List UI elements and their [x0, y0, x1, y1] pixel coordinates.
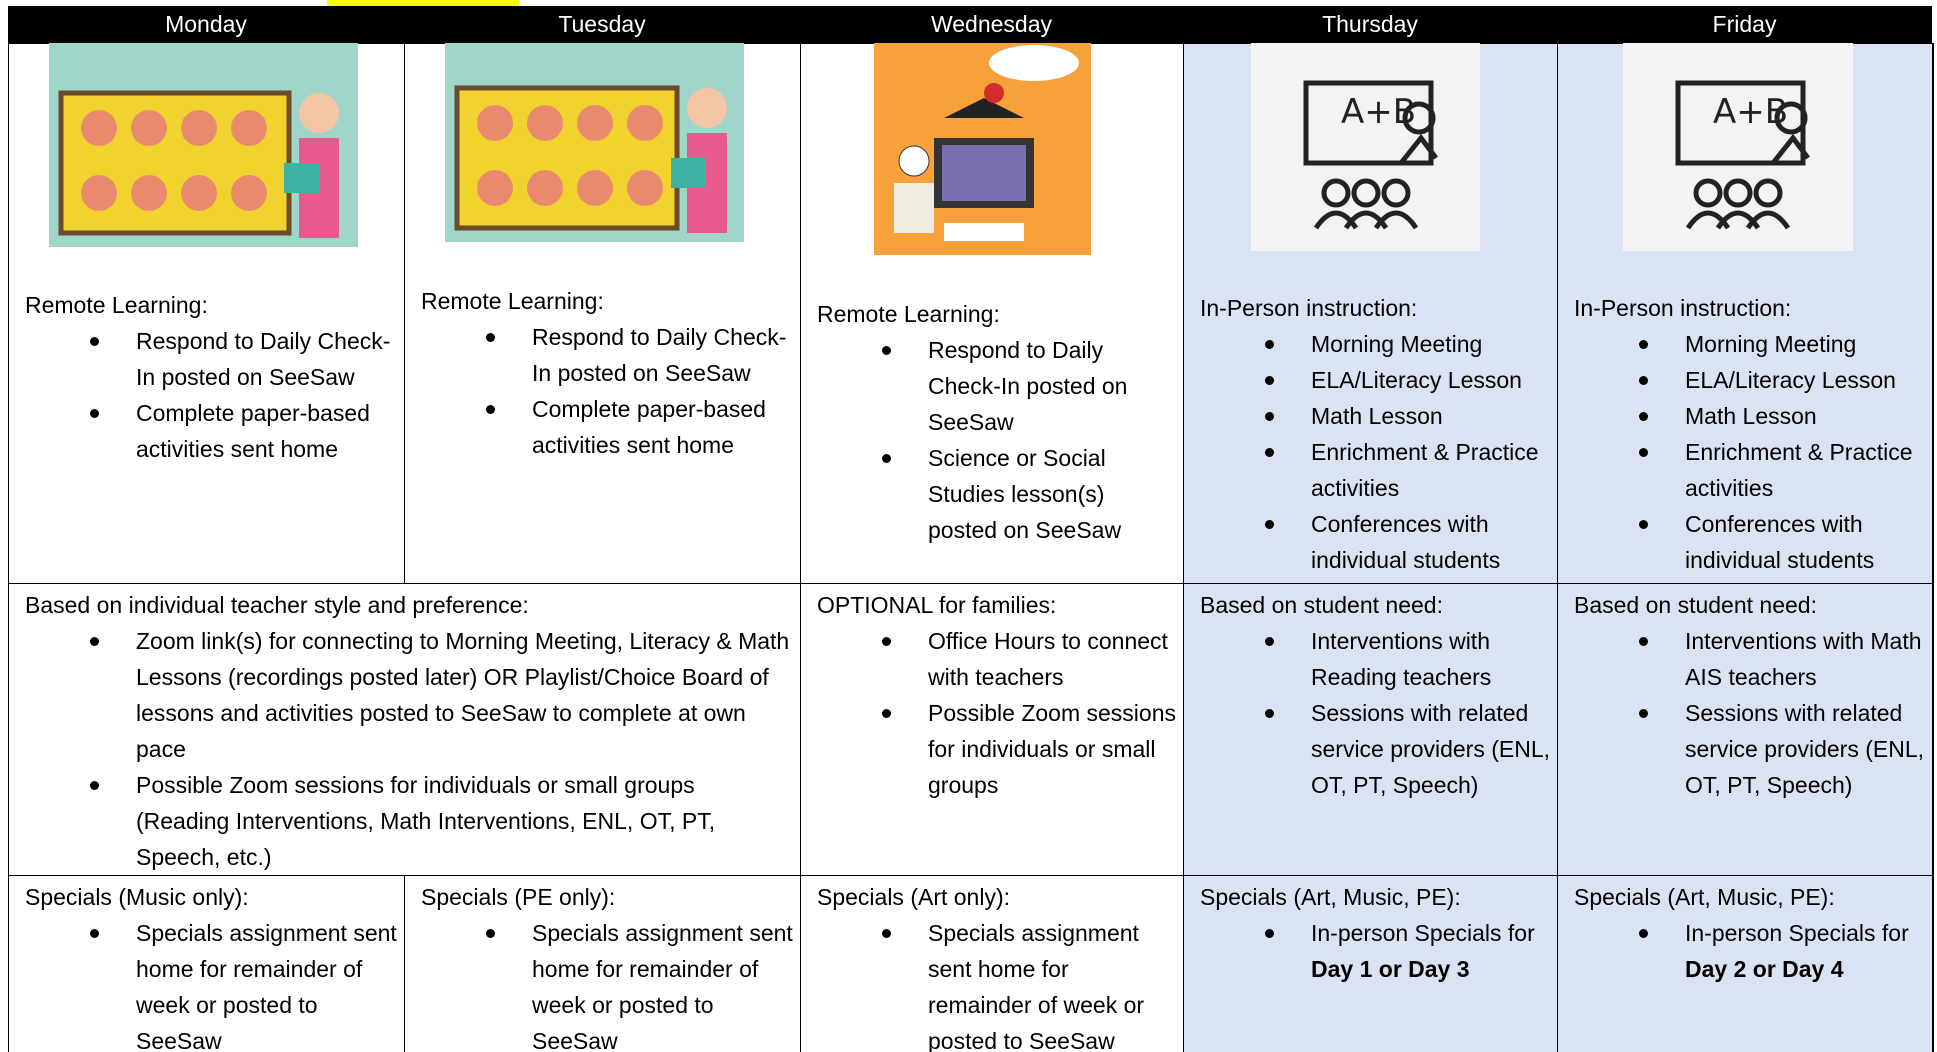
day-header: Monday [8, 6, 404, 43]
schedule-cell: Specials (PE only): Specials assignment s… [404, 875, 800, 1052]
cell-heading: Based on student need: [1200, 592, 1443, 618]
schedule-cell: OPTIONAL for families: Office Hours to co… [800, 583, 1183, 875]
item-bold: Day 2 or Day 4 [1685, 956, 1844, 982]
bullet-item: Interventions with Reading teachers [1265, 623, 1551, 695]
teacher-icon: A+B [1251, 43, 1480, 251]
bullet-item: Conferences with individual students [1265, 506, 1551, 578]
bullet-item: Math Lesson [1639, 398, 1926, 434]
bullet-list: Morning Meeting ELA/Literacy Lesson Math L… [1574, 326, 1926, 578]
bullet-item: ELA/Literacy Lesson [1265, 362, 1551, 398]
highlight [327, 0, 519, 6]
classroom-illustration [445, 43, 744, 242]
bullet-item: Sessions with related service providers … [1265, 695, 1551, 803]
bullet-list: Specials assignment sent home for remain… [25, 915, 398, 1052]
schedule-cell: Specials (Art, Music, PE): In-person Spec… [1183, 875, 1557, 1052]
bullet-item: Office Hours to connect with teachers [882, 623, 1177, 695]
cell-heading: Specials (Art only): [817, 884, 1011, 910]
schedule-cell: Remote Learning: Respond to Daily Check-I… [800, 43, 1183, 583]
cell-heading: In-Person instruction: [1200, 295, 1418, 321]
bullet-item: Possible Zoom sessions for individuals o… [90, 767, 794, 875]
schedule-cell: Specials (Music only): Specials assignmen… [8, 875, 404, 1052]
cell-heading: Remote Learning: [25, 292, 208, 318]
icon-glyph: A+B [1341, 92, 1416, 132]
cell-heading: Specials (PE only): [421, 884, 616, 910]
bullet-item: Specials assignment sent home for remain… [486, 915, 794, 1052]
bullet-item: Complete paper-based activities sent hom… [486, 391, 794, 463]
schedule-cell: Based on student need: Interventions with… [1557, 583, 1932, 875]
cell-heading: Based on individual teacher style and pr… [25, 592, 529, 618]
bullet-item: ELA/Literacy Lesson [1639, 362, 1926, 398]
bullet-list: In-person Specials for Day 2 or Day 4 [1574, 915, 1926, 987]
bullet-list: Specials assignment sent home for remain… [421, 915, 794, 1052]
day-header: Wednesday [800, 6, 1183, 43]
schedule-cell: Remote Learning: Respond to Daily Check-I… [8, 43, 404, 583]
cell-heading: Specials (Art, Music, PE): [1200, 884, 1461, 910]
bullet-item: Enrichment & Practice activities [1639, 434, 1926, 506]
bullet-item: Sessions with related service providers … [1639, 695, 1926, 803]
bullet-list: Respond to Daily Check-In posted on SeeS… [817, 332, 1177, 548]
bullet-list: Interventions with Math AIS teachers Sess… [1574, 623, 1926, 803]
bullet-item: Science or Social Studies lesson(s) post… [882, 440, 1177, 548]
bullet-list: In-person Specials for Day 1 or Day 3 [1200, 915, 1551, 987]
bullet-item: In-person Specials for Day 1 or Day 3 [1265, 915, 1551, 987]
item-text: In-person Specials for [1685, 920, 1909, 946]
schedule-cell: Based on student need: Interventions with… [1183, 583, 1557, 875]
bullet-item: Enrichment & Practice activities [1265, 434, 1551, 506]
day-header: Thursday [1183, 6, 1557, 43]
bullet-list: Zoom link(s) for connecting to Morning M… [25, 623, 794, 875]
cell-heading: OPTIONAL for families: [817, 592, 1057, 618]
bullet-item: Specials assignment sent home for remain… [882, 915, 1177, 1052]
schedule-cell: Specials (Art, Music, PE): In-person Spec… [1557, 875, 1932, 1052]
bullet-list: Morning Meeting ELA/Literacy Lesson Math L… [1200, 326, 1551, 578]
bullet-item: Zoom link(s) for connecting to Morning M… [90, 623, 794, 767]
cell-heading: In-Person instruction: [1574, 295, 1792, 321]
cell-heading: Remote Learning: [421, 288, 604, 314]
bullet-list: Respond to Daily Check-In posted on SeeS… [25, 323, 398, 467]
cell-heading: Specials (Art, Music, PE): [1574, 884, 1835, 910]
bullet-item: Morning Meeting [1639, 326, 1926, 362]
cell-heading: Remote Learning: [817, 301, 1000, 327]
bullet-item: Respond to Daily Check-In posted on SeeS… [486, 319, 794, 391]
bullet-item: Specials assignment sent home for remain… [90, 915, 398, 1052]
bullet-item: Conferences with individual students [1639, 506, 1926, 578]
schedule-cell: Based on individual teacher style and pr… [8, 583, 800, 875]
cell-heading: Based on student need: [1574, 592, 1817, 618]
day-header: Tuesday [404, 6, 800, 43]
schedule-cell: Specials (Art only): Specials assignment … [800, 875, 1183, 1052]
teacher-icon: A+B [1623, 43, 1853, 251]
bullet-list: Specials assignment sent home for remain… [817, 915, 1177, 1052]
bullet-item: In-person Specials for Day 2 or Day 4 [1639, 915, 1926, 987]
bullet-item: Respond to Daily Check-In posted on SeeS… [90, 323, 398, 395]
bullet-item: Respond to Daily Check-In posted on SeeS… [882, 332, 1177, 440]
item-bold: Day 1 or Day 3 [1311, 956, 1470, 982]
bullet-list: Office Hours to connect with teachers Pos… [817, 623, 1177, 803]
bullet-list: Respond to Daily Check-In posted on SeeS… [421, 319, 794, 463]
cell-heading: Specials (Music only): [25, 884, 249, 910]
bullet-item: Morning Meeting [1265, 326, 1551, 362]
schedule-cell: Remote Learning: Respond to Daily Check-I… [404, 43, 800, 583]
bullet-item: Complete paper-based activities sent hom… [90, 395, 398, 467]
online-learning-illustration [874, 43, 1091, 255]
item-text: In-person Specials for [1311, 920, 1535, 946]
classroom-illustration [49, 43, 358, 247]
bullet-list: Interventions with Reading teachers Sessi… [1200, 623, 1551, 803]
bullet-item: Math Lesson [1265, 398, 1551, 434]
icon-glyph: A+B [1713, 92, 1788, 132]
bullet-item: Possible Zoom sessions for individuals o… [882, 695, 1177, 803]
bullet-item: Interventions with Math AIS teachers [1639, 623, 1926, 695]
table-border [1932, 43, 1934, 1052]
day-header: Friday [1557, 6, 1932, 43]
